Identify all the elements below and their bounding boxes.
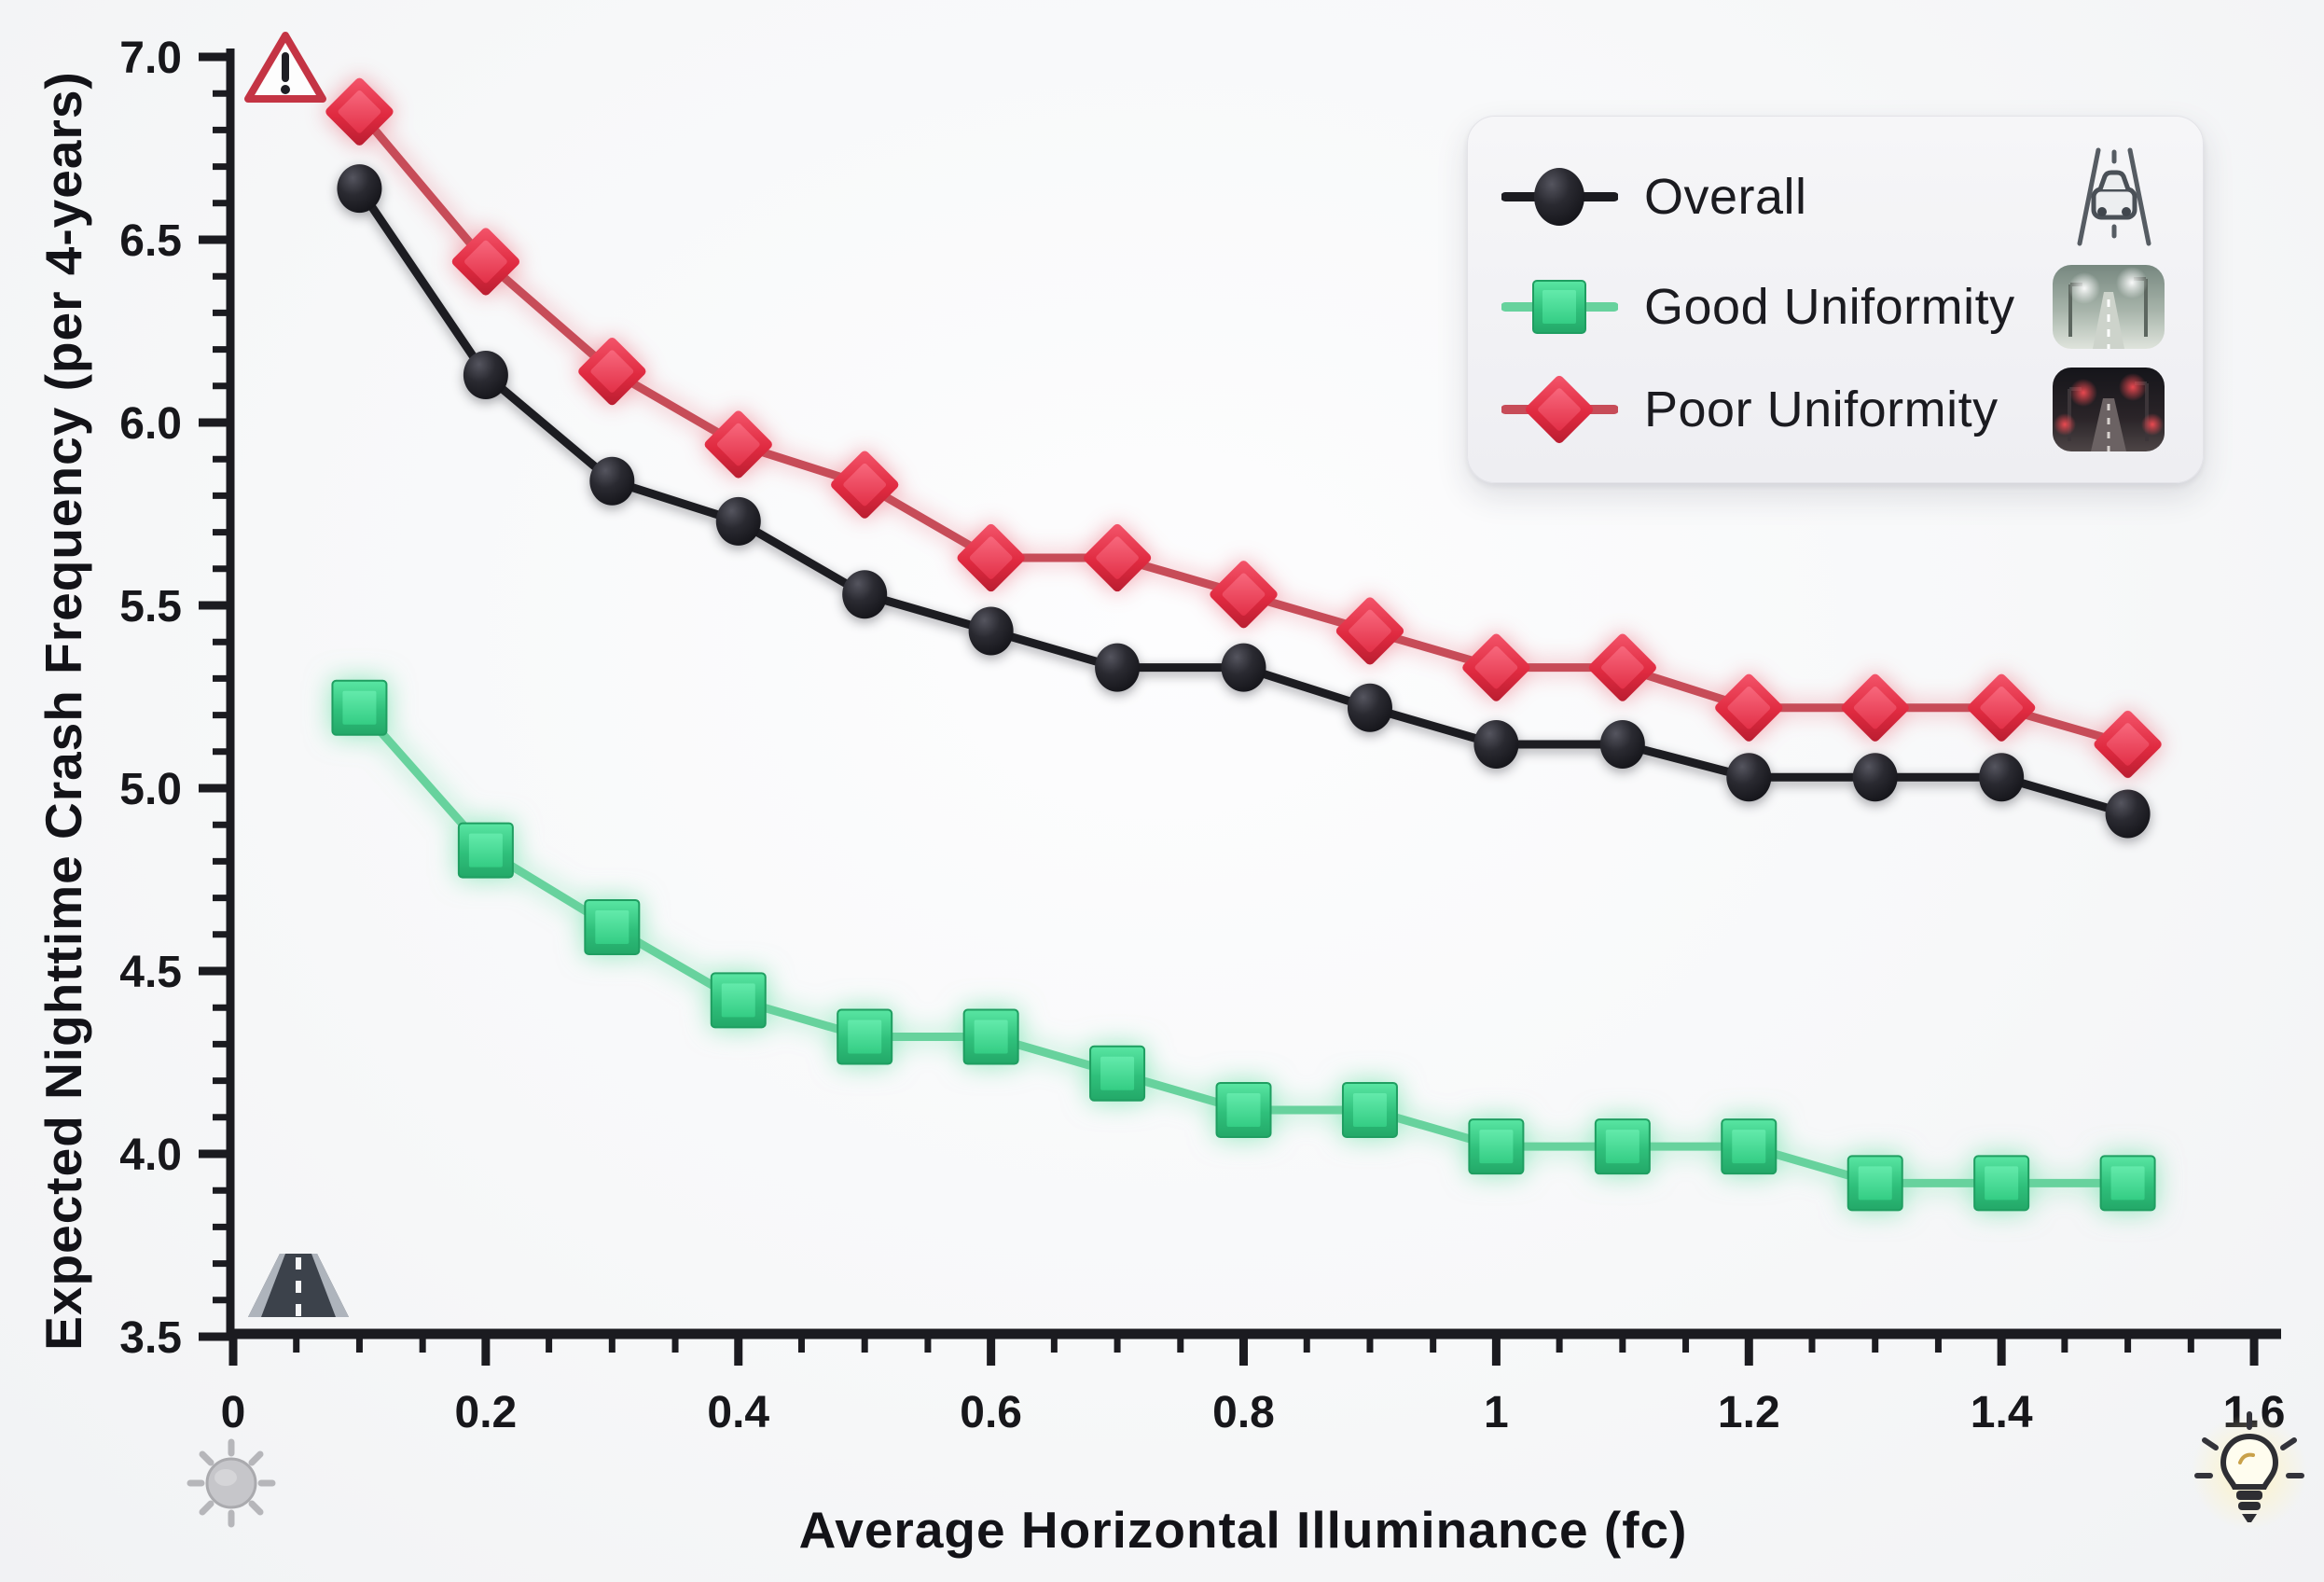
y-tick-label: 4.5 [119,948,182,997]
y-tick-label: 7.0 [119,34,182,83]
legend-item-overall[interactable]: Overall [1501,146,2165,247]
x-tick-label: 0.4 [707,1388,769,1437]
good-uniformity-point [710,972,767,1029]
poor-uniformity-point [1715,673,1783,742]
poor-uniformity-point [2094,710,2162,779]
x-tick-label: 1 [1484,1388,1509,1437]
good-uniformity-point [1973,1155,2030,1212]
legend-item-poor-uniformity[interactable]: Poor Uniformity [1501,367,2165,452]
x-tick-label: 1.4 [1971,1388,2033,1437]
lit-road-thumbnail [2052,264,2165,350]
good-uniformity-point [837,1008,893,1065]
poor-uniformity-point [1083,523,1152,592]
y-tick-label: 5.0 [119,765,182,814]
legend-label-overall: Overall [1644,169,1807,225]
overall-point [463,351,508,400]
good-uniformity-marker-sample [1501,280,1618,334]
y-tick-label: 6.5 [119,216,182,266]
x-tick-label: 0.8 [1212,1388,1275,1437]
overall-point [842,570,888,619]
good-uniformity-point [457,822,514,879]
good-uniformity-point [1089,1045,1146,1102]
overall-point [1852,753,1898,802]
dim-sun-icon [187,1438,276,1528]
overall-point [968,606,1014,656]
overall-point [1473,719,1519,769]
good-uniformity-point [962,1008,1019,1065]
overall-point [1095,643,1141,692]
legend-label-good-uniformity: Good Uniformity [1644,279,2015,335]
good-uniformity-point [331,679,388,736]
x-tick-label: 0.6 [960,1388,1022,1437]
car-road-icon [2063,146,2165,247]
poor-uniformity-point [1462,633,1530,701]
legend: Overall [1467,116,2204,483]
poor-uniformity-point [451,228,519,296]
y-tick-label: 6.0 [119,399,182,449]
legend-label-poor-uniformity: Poor Uniformity [1644,382,1999,437]
overall-point [1979,753,2025,802]
warning-triangle-icon [244,32,326,103]
poor-uniformity-point [1335,597,1404,665]
good-uniformity-point [2099,1155,2156,1212]
poor-uniformity-point [325,77,394,146]
overall-point [1221,643,1266,692]
poor-uniformity-point [1210,561,1278,629]
x-tick-label: 0.2 [455,1388,518,1437]
good-uniformity-point [1721,1118,1778,1175]
good-uniformity-point [1215,1081,1272,1138]
overall-point [1726,753,1772,802]
overall-point [337,164,382,214]
overall-point [1599,719,1645,769]
overall-point [715,496,761,546]
overall-point [1347,683,1392,732]
legend-item-good-uniformity[interactable]: Good Uniformity [1501,264,2165,350]
x-tick-label: 0 [221,1388,246,1437]
series-overall [337,164,2151,839]
poor-uniformity-point [1968,673,2036,742]
poor-uniformity-point [578,338,646,406]
good-uniformity-point [1847,1155,1903,1212]
poor-uniformity-point [1588,633,1656,701]
y-tick-label: 3.5 [119,1313,182,1363]
lightbulb-icon [2192,1411,2307,1530]
good-uniformity-point [584,898,641,955]
road-icon [248,1254,349,1317]
good-uniformity-point [1594,1118,1651,1175]
good-uniformity-point [1341,1081,1398,1138]
y-tick-label: 4.0 [119,1131,182,1180]
good-uniformity-point [1468,1118,1525,1175]
poor-uniformity-point [957,523,1025,592]
poor-uniformity-point [831,451,899,519]
y-axis-title: Expected Nighttime Crash Frequency (per … [35,71,92,1351]
dark-road-thumbnail [2052,367,2165,452]
y-tick-label: 5.5 [119,582,182,631]
overall-point [589,456,635,506]
series-poor-uniformity [325,77,2162,779]
x-axis-title: Average Horizontal Illuminance (fc) [798,1501,1688,1559]
poor-uniformity-point [704,410,772,479]
x-tick-label: 1.2 [1718,1388,1780,1437]
series-good-uniformity [331,679,2156,1212]
poor-uniformity-point [1841,673,1909,742]
overall-marker-sample [1501,168,1618,226]
overall-point [2105,789,2151,839]
poor-uniformity-marker-sample [1501,375,1618,444]
